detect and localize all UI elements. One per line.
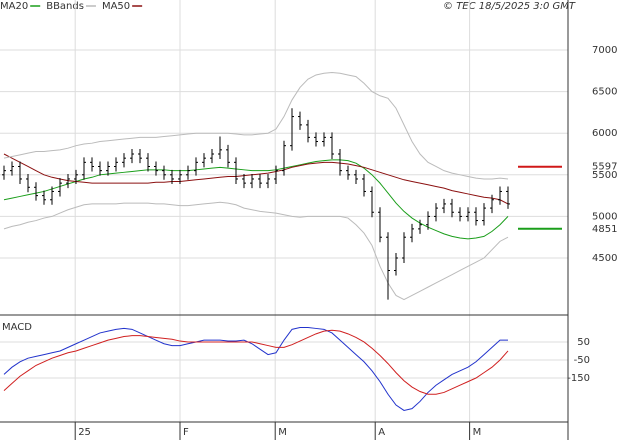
y-tick-label: -50 xyxy=(574,355,590,366)
macd-line xyxy=(3,329,509,395)
copyright: © TEC 18/5/2025 3:0 GMT xyxy=(443,1,576,12)
macd-line xyxy=(3,327,508,411)
legend-label: BBands xyxy=(46,1,84,12)
y-tick-label: 7000 xyxy=(592,45,617,56)
x-tick-label: 25 xyxy=(78,427,91,438)
y-tick-label: 50 xyxy=(577,337,590,348)
y-tick-label: 5500 xyxy=(592,170,617,181)
y-tick-label: 6500 xyxy=(592,87,617,98)
macd-title: MACD xyxy=(2,322,32,333)
indicator-line xyxy=(3,153,509,205)
indicator-line xyxy=(3,71,509,180)
x-tick-label: A xyxy=(378,427,385,438)
y-tick-label: 5000 xyxy=(592,211,617,222)
level-label: 4851 xyxy=(592,224,617,235)
legend-label: MA20 xyxy=(0,1,28,12)
indicator-line xyxy=(3,201,509,301)
y-tick-label: 4500 xyxy=(592,253,617,264)
x-tick-label: F xyxy=(183,427,189,438)
level-label: 5597 xyxy=(592,162,617,173)
x-tick-label: M xyxy=(278,427,287,438)
indicator-line xyxy=(3,159,509,240)
x-tick-label: M xyxy=(473,427,482,438)
y-tick-label: 6000 xyxy=(592,128,617,139)
legend-label: MA50 xyxy=(102,1,130,12)
y-tick-label: -150 xyxy=(567,373,590,384)
